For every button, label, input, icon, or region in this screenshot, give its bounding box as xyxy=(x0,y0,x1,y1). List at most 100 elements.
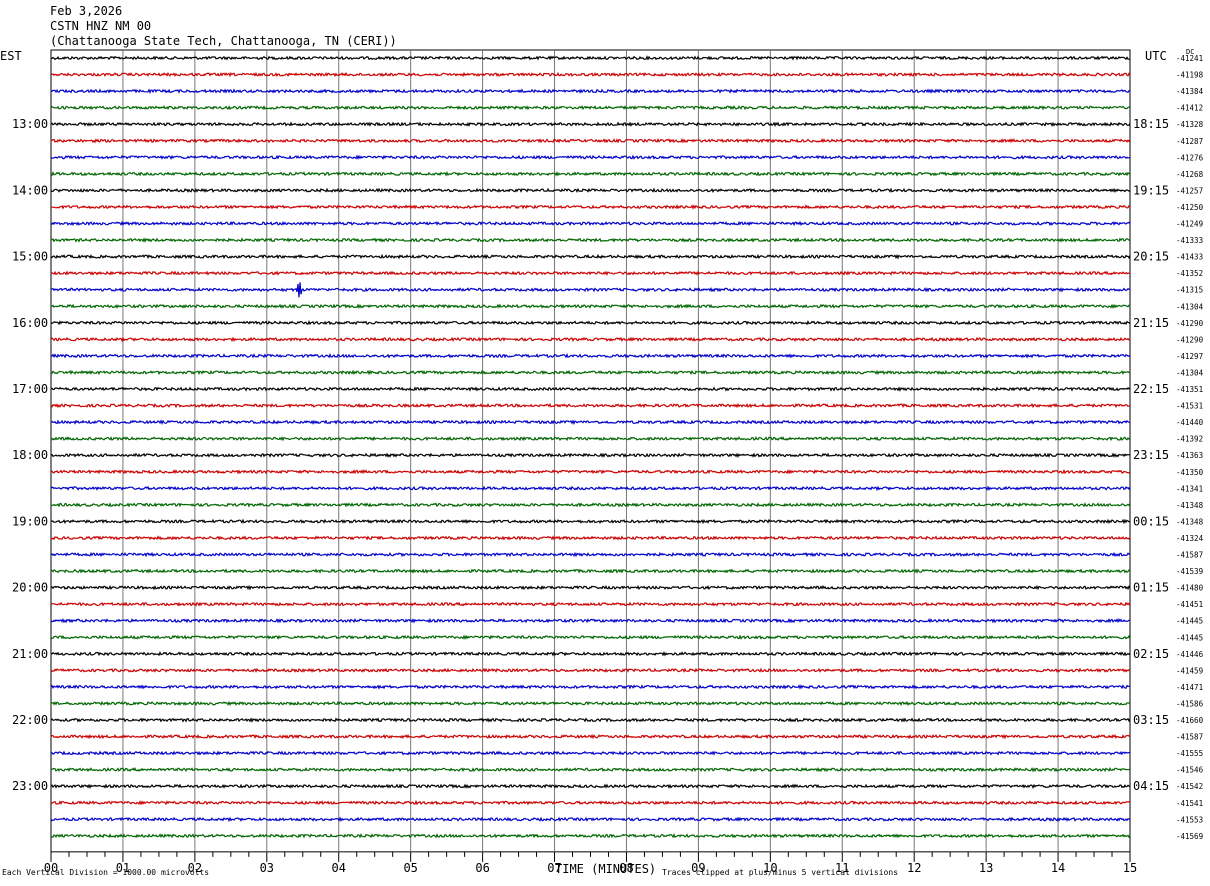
trace-line xyxy=(50,55,1131,61)
trace-line xyxy=(50,419,1131,426)
x-tick-label: 09 xyxy=(691,861,705,875)
station-label: CSTN HNZ NM 00 xyxy=(50,19,152,33)
x-tick-label: 05 xyxy=(403,861,417,875)
trace-line xyxy=(50,535,1131,541)
x-tick-label: 08 xyxy=(619,861,633,875)
x-tick-label: 14 xyxy=(1051,861,1065,875)
trace-line xyxy=(50,700,1131,707)
dc-offset-label: -41241 xyxy=(1176,54,1203,63)
x-tick-label: 04 xyxy=(332,861,346,875)
trace-line xyxy=(50,750,1131,756)
trace-line xyxy=(50,502,1131,508)
trace-line xyxy=(50,601,1131,607)
dc-offset-label: -41445 xyxy=(1176,617,1203,626)
trace-line xyxy=(50,386,1131,392)
trace-line xyxy=(50,816,1131,823)
trace-line xyxy=(50,799,1131,806)
utc-hour-label: 02:15 xyxy=(1133,647,1169,661)
x-axis-title: TIME (MINUTES) xyxy=(555,862,657,876)
trace-line xyxy=(50,684,1131,690)
trace-line xyxy=(50,253,1131,260)
est-hour-label: 23:00 xyxy=(12,779,48,793)
trace-line xyxy=(50,369,1131,376)
right-timezone-label: UTC xyxy=(1145,49,1167,63)
x-tick-label: 07 xyxy=(547,861,561,875)
utc-hour-label: 18:15 xyxy=(1133,117,1169,131)
est-hour-label: 14:00 xyxy=(12,183,48,197)
dc-offset-label: -41348 xyxy=(1176,501,1204,510)
est-hour-label: 18:00 xyxy=(12,448,48,462)
trace-line xyxy=(50,650,1131,657)
est-hour-label: 20:00 xyxy=(12,581,48,595)
trace-line xyxy=(50,833,1131,839)
dc-offset-label: -41531 xyxy=(1176,402,1203,411)
dc-offset-label: -41586 xyxy=(1176,699,1204,708)
dc-offset-label: -41433 xyxy=(1176,253,1203,262)
dc-offset-label: -41451 xyxy=(1176,600,1203,609)
dc-offset-label: -41328 xyxy=(1176,120,1204,129)
trace-line xyxy=(50,137,1131,144)
dc-column-label: DC xyxy=(1186,48,1195,56)
dc-offset-label: -41480 xyxy=(1176,584,1204,593)
dc-offset-label: -41539 xyxy=(1176,567,1203,576)
dc-offset-label: -41304 xyxy=(1176,368,1204,377)
trace-line xyxy=(50,237,1131,243)
trace-line xyxy=(50,220,1131,227)
dc-offset-label: -41350 xyxy=(1176,468,1204,477)
trace-line xyxy=(50,767,1131,773)
trace-line xyxy=(50,584,1131,591)
utc-hour-label: 00:15 xyxy=(1133,514,1169,528)
utc-hour-label: 22:15 xyxy=(1133,382,1169,396)
est-hour-label: 17:00 xyxy=(12,382,48,396)
trace-line xyxy=(50,303,1131,310)
x-tick-label: 15 xyxy=(1123,861,1137,875)
utc-hour-label: 19:15 xyxy=(1133,183,1169,197)
dc-offset-label: -41384 xyxy=(1176,87,1204,96)
dc-offset-label: -41315 xyxy=(1176,286,1203,295)
trace-line xyxy=(50,154,1131,161)
dc-offset-label: -41290 xyxy=(1176,335,1204,344)
trace-line xyxy=(50,204,1131,210)
utc-hour-label: 21:15 xyxy=(1133,316,1169,330)
dc-offset-label: -41542 xyxy=(1176,782,1203,791)
dc-offset-label: -41352 xyxy=(1176,269,1203,278)
x-tick-label: 01 xyxy=(116,861,130,875)
dc-offset-label: -41446 xyxy=(1176,650,1204,659)
dc-offset-label: -41555 xyxy=(1176,749,1203,758)
plot-frame xyxy=(50,49,1131,853)
plot-header: Feb 3,2026 CSTN HNZ NM 00 (Chattanooga S… xyxy=(50,4,397,49)
dc-offset-label: -41297 xyxy=(1176,352,1203,361)
scale-note: Each Vertical Division = 1000.00 microvo… xyxy=(2,868,210,877)
dc-offset-label: -41471 xyxy=(1176,683,1203,692)
dc-offset-label: -41287 xyxy=(1176,137,1203,146)
trace-line xyxy=(50,402,1131,409)
trace-line xyxy=(50,667,1131,674)
trace-line xyxy=(50,170,1131,177)
utc-hour-label: 20:15 xyxy=(1133,250,1169,264)
trace-line xyxy=(50,617,1131,624)
dc-offset-label: -41249 xyxy=(1176,220,1203,229)
trace-line xyxy=(50,717,1131,723)
dc-offset-label: -41304 xyxy=(1176,302,1204,311)
dc-offset-label: -41445 xyxy=(1176,633,1203,642)
dc-offset-label: -41250 xyxy=(1176,203,1204,212)
trace-line xyxy=(50,568,1131,574)
dc-offset-label: -41546 xyxy=(1176,766,1204,775)
dc-offset-label: -41459 xyxy=(1176,666,1203,675)
dc-offset-label: -41553 xyxy=(1176,815,1203,824)
date-label: Feb 3,2026 xyxy=(50,4,123,18)
dc-offset-label: -41198 xyxy=(1176,71,1204,80)
left-timezone-label: EST xyxy=(0,49,22,63)
utc-hour-label: 04:15 xyxy=(1133,779,1169,793)
trace-line xyxy=(50,468,1131,475)
x-tick-label: 00 xyxy=(44,861,58,875)
dc-offset-label: -41351 xyxy=(1176,385,1203,394)
trace-line xyxy=(50,485,1131,492)
dc-offset-label: -41348 xyxy=(1176,517,1204,526)
trace-line xyxy=(50,352,1131,359)
dc-offset-label: -41324 xyxy=(1176,534,1204,543)
trace-line xyxy=(50,336,1131,343)
location-label: (Chattanooga State Tech, Chattanooga, TN… xyxy=(50,34,397,48)
utc-hour-label: 23:15 xyxy=(1133,448,1169,462)
